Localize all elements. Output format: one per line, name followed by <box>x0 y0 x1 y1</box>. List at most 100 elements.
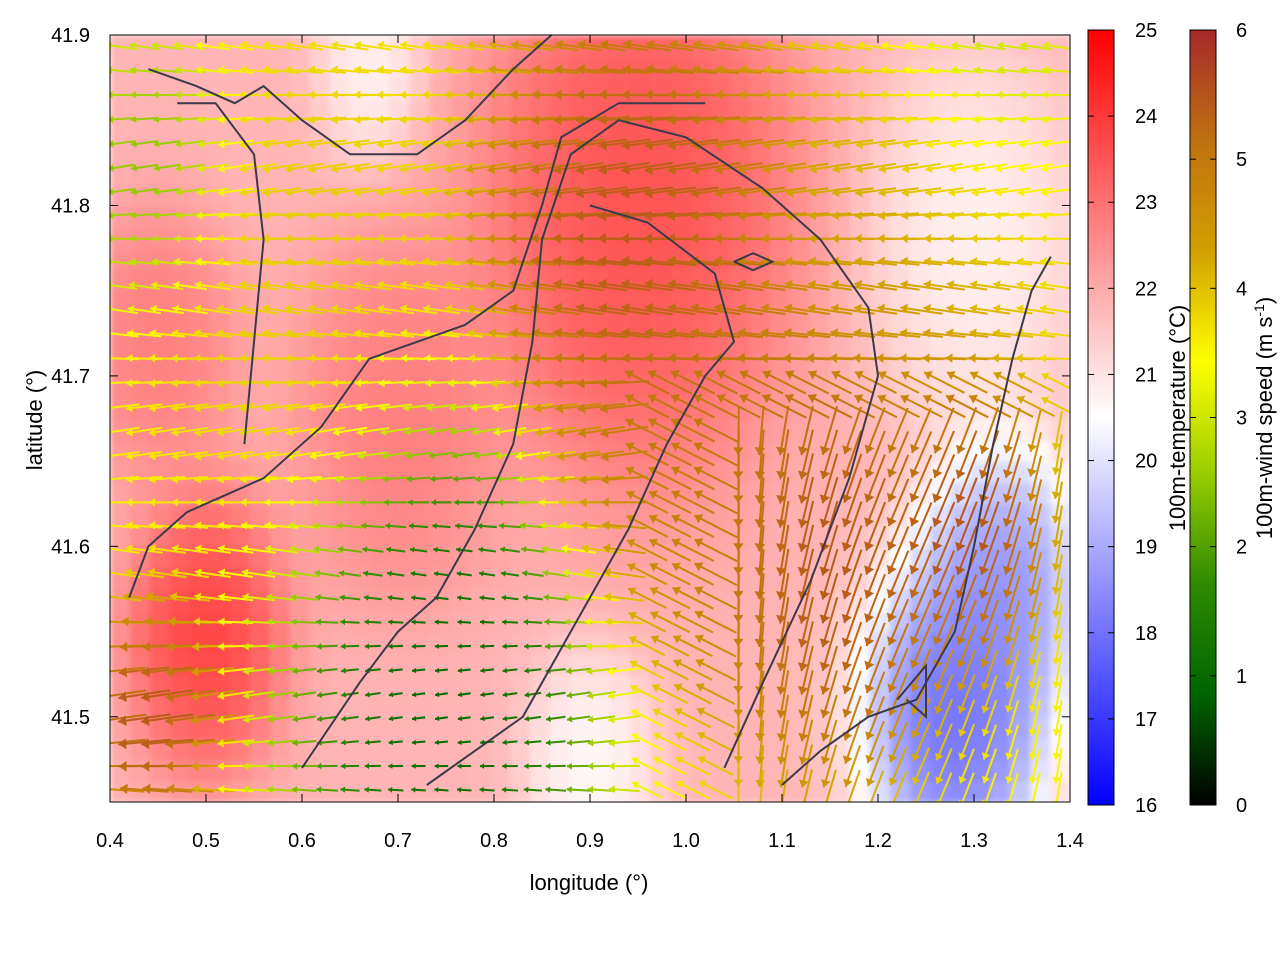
temperature-cell <box>390 717 411 739</box>
temperature-cell <box>110 312 131 334</box>
temperature-cell <box>410 568 431 590</box>
temperature-cell <box>930 78 951 100</box>
temperature-cell <box>650 781 671 803</box>
temperature-cell <box>650 696 671 718</box>
temperature-cell <box>430 632 451 654</box>
temperature-cell <box>430 440 451 462</box>
temperature-cell <box>950 120 971 142</box>
temperature-cell <box>730 482 751 504</box>
temperature-cell <box>270 78 291 100</box>
temperature-cell <box>310 632 331 654</box>
temperature-cell <box>1050 312 1071 334</box>
temperature-cell <box>570 376 591 398</box>
colorbar-tick-label: 18 <box>1135 623 1157 645</box>
temperature-cell <box>870 56 891 78</box>
temperature-cell <box>1050 120 1071 142</box>
temperature-cell <box>370 632 391 654</box>
temperature-cell <box>390 248 411 270</box>
temperature-cell <box>670 610 691 632</box>
colorbar-tick-label: 23 <box>1135 192 1157 214</box>
temperature-cell <box>490 632 511 654</box>
x-tick-label: 0.6 <box>288 830 316 852</box>
y-axis-label: latitude (°) <box>22 370 47 471</box>
temperature-cell <box>250 759 271 781</box>
temperature-cell <box>490 759 511 781</box>
colorbar-tick-label: 20 <box>1135 451 1157 473</box>
temperature-cell <box>990 248 1011 270</box>
temperature-cell <box>270 696 291 718</box>
temperature-cell <box>390 120 411 142</box>
temperature-cell <box>390 56 411 78</box>
temperature-cell <box>410 717 431 739</box>
temperature-cell <box>330 78 351 100</box>
temperature-cell <box>570 440 591 462</box>
x-tick-label: 0.4 <box>96 830 124 852</box>
temperature-cell <box>530 78 551 100</box>
temperature-colorbar-gradient <box>1088 30 1114 805</box>
temperature-cell <box>110 333 131 355</box>
temperature-cell <box>110 120 131 142</box>
temperature-cell <box>510 525 531 547</box>
temperature-cell <box>150 248 171 270</box>
x-tick-label: 1.0 <box>672 830 700 852</box>
temperature-cell <box>990 56 1011 78</box>
temperature-cell <box>190 184 211 206</box>
temperature-cell <box>390 184 411 206</box>
temperature-cell <box>590 312 611 334</box>
colorbar-tick-label: 21 <box>1135 364 1157 386</box>
temperature-cell <box>730 610 751 632</box>
temperature-cell <box>790 312 811 334</box>
temperature-cell <box>250 717 271 739</box>
temperature-cell <box>330 312 351 334</box>
temperature-cell <box>630 397 651 419</box>
x-tick-label: 1.4 <box>1056 830 1084 852</box>
temperature-cell <box>390 696 411 718</box>
temperature-cell <box>910 78 931 100</box>
temperature-cell <box>170 312 191 334</box>
temperature-cell <box>390 440 411 462</box>
temperature-cell <box>870 120 891 142</box>
temperature-cell <box>290 312 311 334</box>
temperature-cell <box>970 120 991 142</box>
temperature-cell <box>1050 184 1071 206</box>
colorbar-tick-label: 17 <box>1135 709 1157 731</box>
temperature-cell <box>650 248 671 270</box>
temperature-cell <box>610 759 631 781</box>
temperature-cell <box>690 397 711 419</box>
temperature-cell <box>370 717 391 739</box>
temperature-cell <box>390 78 411 100</box>
temperature-cell <box>470 461 491 483</box>
temperature-cell <box>230 120 251 142</box>
temperature-cell <box>1030 248 1051 270</box>
temperature-cell <box>1010 184 1031 206</box>
colorbar-tick-label: 0 <box>1236 795 1247 817</box>
temperature-cell <box>390 376 411 398</box>
temperature-cell <box>350 759 371 781</box>
temperature-cell <box>730 419 751 441</box>
temperature-cell <box>410 461 431 483</box>
temperature-cell <box>970 56 991 78</box>
temperature-cell <box>150 632 171 654</box>
temperature-cell <box>350 248 371 270</box>
temperature-cell <box>470 717 491 739</box>
temperature-cell <box>350 632 371 654</box>
temperature-cell <box>230 312 251 334</box>
temperature-cell <box>190 696 211 718</box>
temperature-cell <box>1010 56 1031 78</box>
colorbar-tick-label: 24 <box>1135 106 1157 128</box>
temperature-cell <box>270 632 291 654</box>
temperature-cell <box>150 120 171 142</box>
temperature-cell <box>310 376 331 398</box>
temperature-cell <box>450 504 471 526</box>
y-tick-label: 41.8 <box>51 195 90 217</box>
colorbar-tick-label: 5 <box>1236 149 1247 171</box>
x-axis-label: longitude (°) <box>530 870 649 895</box>
temperature-cell <box>410 632 431 654</box>
temperature-cell <box>730 56 751 78</box>
temperature-cell <box>470 781 491 803</box>
temperature-cell <box>770 78 791 100</box>
temperature-cell <box>890 120 911 142</box>
temperature-cell <box>130 482 151 504</box>
temperature-cell <box>930 568 951 590</box>
